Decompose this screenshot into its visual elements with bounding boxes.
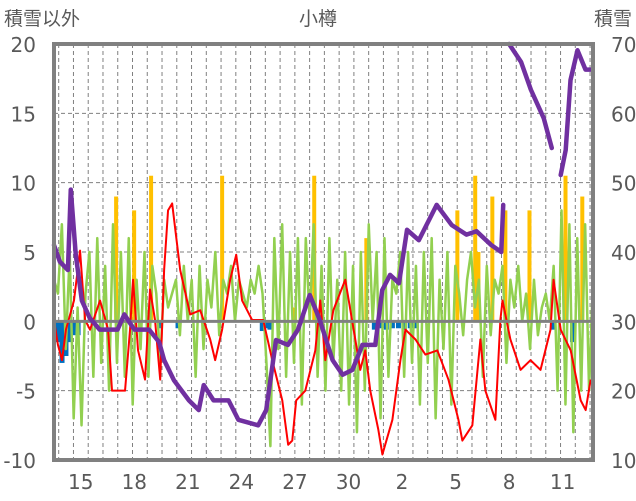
- negative-bar: [263, 321, 269, 329]
- precip-bar: [114, 196, 119, 322]
- negative-bar: [267, 321, 273, 330]
- snow-depth-line: [506, 41, 555, 151]
- precip-bar: [455, 210, 460, 322]
- precip-bar: [563, 175, 568, 322]
- left-tick-label: -5: [16, 380, 36, 404]
- red-series-line: [53, 202, 592, 456]
- right-tick-label: 20: [611, 380, 636, 404]
- snow-depth-line: [558, 47, 595, 178]
- right-tick-label: 60: [611, 102, 636, 126]
- negative-bar: [59, 321, 65, 363]
- negative-bar: [55, 321, 61, 343]
- left-tick-label: 0: [23, 310, 36, 334]
- chart-title: 小樽: [299, 8, 337, 30]
- x-tick-label: 2: [396, 470, 409, 494]
- negative-bar: [371, 321, 377, 330]
- x-tick-label: 18: [122, 470, 147, 494]
- negative-bar: [71, 321, 77, 336]
- negative-bar: [67, 321, 73, 343]
- precip-bar: [149, 175, 154, 322]
- x-tick-label: 21: [175, 470, 200, 494]
- plot-frame: [52, 42, 595, 462]
- negative-bar: [395, 321, 401, 329]
- axes: [52, 42, 595, 462]
- left-axis-title: 積雪以外: [4, 8, 80, 30]
- x-tick-label: 11: [550, 470, 575, 494]
- negative-bar: [401, 321, 407, 330]
- precip-bar: [132, 210, 137, 322]
- left-tick-label: 10: [11, 172, 36, 196]
- precip-bar: [490, 196, 495, 322]
- right-tick-label: 40: [611, 241, 636, 265]
- right-tick-label: 50: [611, 172, 636, 196]
- snow-depth-line: [51, 187, 506, 428]
- x-tick-label: 30: [336, 470, 361, 494]
- precip-bar: [580, 196, 585, 322]
- negative-bar: [413, 321, 419, 329]
- right-tick-label: 10: [611, 449, 636, 473]
- negative-bar: [377, 321, 383, 329]
- x-tick-label: 8: [503, 470, 516, 494]
- negative-bar: [551, 321, 557, 330]
- x-tick-label: 15: [68, 470, 93, 494]
- precip-bar: [220, 175, 225, 322]
- precip-bar: [527, 210, 532, 322]
- precip-bar: [473, 175, 478, 322]
- negative-bar: [389, 321, 395, 329]
- x-tick-label: 27: [282, 470, 307, 494]
- x-tick-label: 24: [229, 470, 254, 494]
- x-tick-label: 5: [449, 470, 462, 494]
- precip-bar: [503, 210, 508, 322]
- series-lines: [51, 41, 595, 456]
- right-axis-title: 積雪: [594, 8, 632, 30]
- left-tick-label: -10: [3, 449, 36, 473]
- right-tick-label: 70: [611, 33, 636, 57]
- left-tick-label: 20: [11, 33, 36, 57]
- left-tick-label: 15: [11, 102, 36, 126]
- right-tick-label: 30: [611, 310, 636, 334]
- left-tick-label: 5: [23, 241, 36, 265]
- negative-bar: [157, 321, 163, 329]
- negative-bar: [259, 321, 265, 332]
